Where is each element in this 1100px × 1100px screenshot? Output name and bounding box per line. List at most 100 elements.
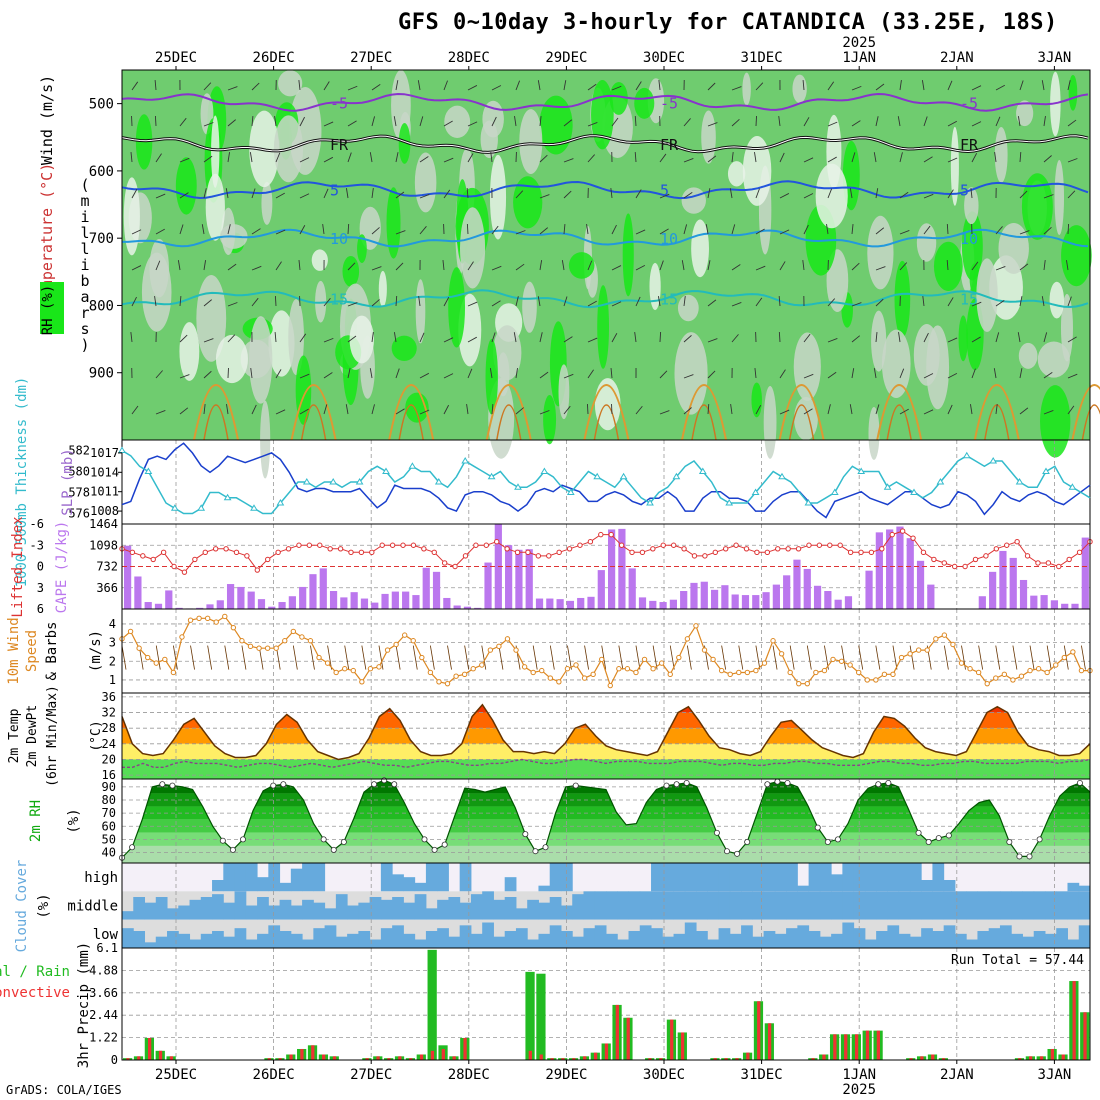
thickness-series-point xyxy=(250,504,258,511)
wind-speed-point xyxy=(359,679,365,685)
cape-bar xyxy=(350,592,358,609)
precip-tick-label: 4.88 xyxy=(89,963,118,977)
cape-bar xyxy=(1019,579,1028,609)
isotherm-label: 5 xyxy=(330,182,339,200)
cape-bar xyxy=(1071,603,1079,609)
wind-speed-point xyxy=(204,615,211,622)
wind-barb xyxy=(1043,116,1046,127)
cloud-cell xyxy=(673,863,686,892)
rh-patch xyxy=(913,324,940,386)
rh-point xyxy=(713,829,720,836)
wind-barb xyxy=(899,191,909,199)
cape-bar xyxy=(731,594,739,609)
wind-barb xyxy=(995,116,1001,127)
precip-convective-bar xyxy=(626,1017,630,1060)
rh-point xyxy=(280,781,287,788)
cloud-cell xyxy=(234,863,247,892)
cloud-cell xyxy=(234,928,247,948)
pressure-axis-title-char: ( xyxy=(80,176,89,194)
cloud-cell xyxy=(245,863,258,892)
lifted-index-point xyxy=(462,553,469,559)
wind-barb xyxy=(395,262,404,271)
cloud-cell xyxy=(1033,931,1046,948)
cloud-cell xyxy=(819,863,832,892)
wind-barb xyxy=(946,223,949,235)
rh-patch xyxy=(727,161,746,187)
cape-bar xyxy=(1050,600,1059,609)
temperature-legend-label: Temperature (°C) xyxy=(38,163,56,308)
cape-bar xyxy=(515,549,523,609)
precip-convective-bar xyxy=(409,1058,413,1060)
cloud-cell xyxy=(876,891,888,920)
wind-barb xyxy=(131,81,139,91)
pressure-tick-label: 900 xyxy=(89,366,114,382)
lifted-index-tick-label: 0 xyxy=(37,560,44,574)
cloud-cell xyxy=(482,922,494,948)
cloud-cell xyxy=(774,891,787,920)
rh-patch xyxy=(793,332,821,401)
wind-barb xyxy=(154,296,157,307)
wind-speed-point xyxy=(153,660,159,666)
wind-barb xyxy=(225,188,229,199)
rh-patch xyxy=(558,364,570,420)
pressure-tick-label: 500 xyxy=(89,97,114,113)
cloud-cell xyxy=(493,899,506,920)
cloud-cell xyxy=(1056,928,1068,948)
cape-bar xyxy=(896,526,904,609)
cloud-cell xyxy=(335,894,348,920)
thickness-series-line xyxy=(121,449,1091,515)
rh-day-grid xyxy=(175,779,1055,863)
wind-barb xyxy=(851,368,855,379)
rh-tick-label: 60 xyxy=(102,819,116,833)
cape-bar xyxy=(165,590,173,609)
wind-barb xyxy=(851,302,862,307)
wind-barb xyxy=(539,260,543,271)
thickness-series-point xyxy=(329,478,338,485)
cloud-cell xyxy=(932,931,945,948)
cloud-cell xyxy=(594,891,607,920)
cloud-cell xyxy=(313,928,326,948)
rh-patch xyxy=(249,316,273,404)
wind-barb xyxy=(292,645,298,670)
wind-speed-point xyxy=(599,656,605,663)
top-date-axis: 25DEC 26DEC 27DEC 28DEC 29DEC 30DEC 31DEC 1JAN 2… xyxy=(155,35,1071,70)
cloud-cell xyxy=(662,936,675,948)
lifted-index-point xyxy=(192,556,198,563)
wind-barb xyxy=(731,301,742,307)
cloud-cell xyxy=(504,877,517,892)
wind-speed-point xyxy=(333,669,339,676)
cape-bar xyxy=(927,584,935,609)
cape-bar xyxy=(752,595,760,609)
wind-speed-point xyxy=(581,675,588,681)
wind-barb xyxy=(1012,645,1018,670)
wind-barb xyxy=(130,152,133,163)
cape-bar xyxy=(844,596,853,609)
temperature-contour xyxy=(496,404,522,441)
cloud-row-label: high xyxy=(84,870,118,886)
thickness-series-point xyxy=(408,462,417,469)
cape-tick-label: 732 xyxy=(96,560,118,574)
precip-convective-bar xyxy=(158,1050,163,1060)
cape-bar xyxy=(659,602,667,609)
wind-barb xyxy=(1043,155,1052,163)
wind-barb xyxy=(371,116,375,127)
wind-barb xyxy=(179,224,184,235)
wind-barb xyxy=(875,404,880,415)
cloud-cell xyxy=(144,902,157,920)
cape-bar xyxy=(134,576,142,609)
thickness-series-point xyxy=(144,467,153,474)
wind-barb xyxy=(539,371,549,379)
rh-point xyxy=(935,835,942,842)
cape-bar xyxy=(865,570,873,609)
wind-barb xyxy=(395,230,406,235)
temperature-axis-title-line: (°C) xyxy=(89,720,104,751)
cloud-cell xyxy=(313,902,326,920)
wind-speed-point xyxy=(384,647,391,653)
wind-barb xyxy=(491,85,502,91)
cloud-cell xyxy=(932,863,945,892)
lifted-index-point xyxy=(983,553,989,559)
rh-patch xyxy=(288,299,304,375)
wind-speed-point xyxy=(950,641,956,648)
lifted-index-point xyxy=(650,546,656,552)
wind-barb xyxy=(707,260,711,271)
